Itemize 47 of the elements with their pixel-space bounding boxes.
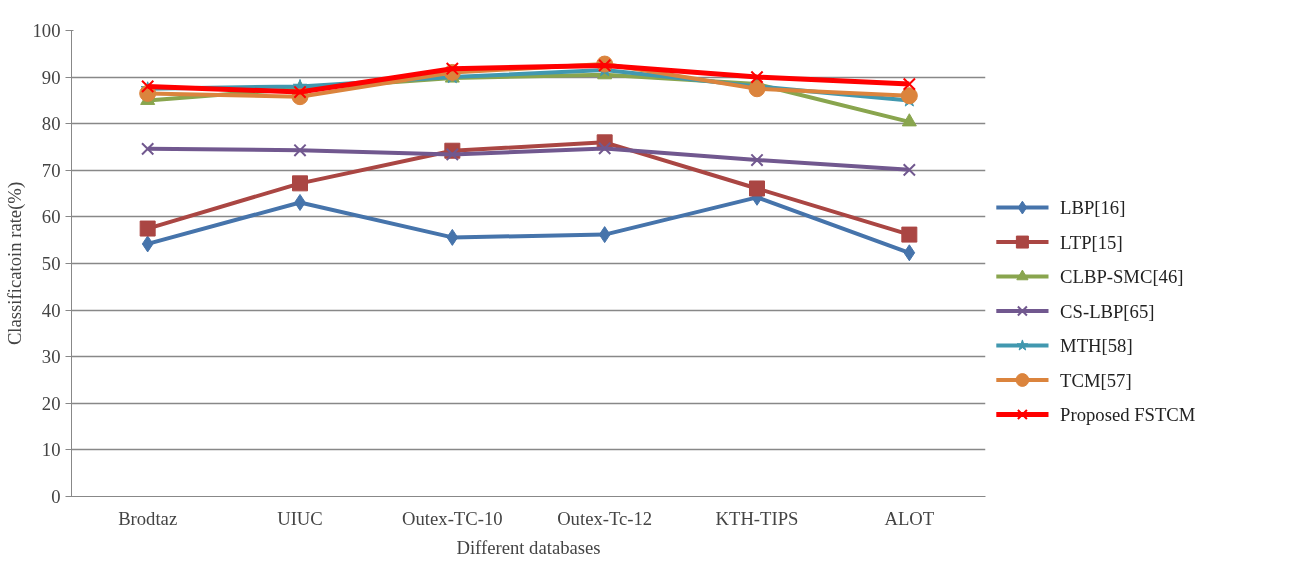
- point: [598, 141, 612, 156]
- legend-label: CLBP-SMC[46]: [1060, 266, 1184, 288]
- legend-label: CS-LBP[65]: [1060, 300, 1155, 322]
- y-tick-label: 0: [51, 486, 61, 507]
- point: [293, 143, 307, 157]
- legend-label: Proposed FSTCM: [1060, 403, 1196, 425]
- y-tick-label: 20: [41, 392, 61, 414]
- legend-label: MTH[58]: [1060, 335, 1133, 357]
- x-axis-title: Different databases: [456, 536, 601, 558]
- y-tick-label: 100: [32, 20, 61, 41]
- legend-label: LBP[16]: [1060, 197, 1126, 219]
- legend-label: TCM[57]: [1060, 369, 1132, 391]
- point: [598, 226, 611, 244]
- y-tick-label: 60: [41, 206, 61, 228]
- point: [445, 62, 459, 76]
- y-tick-label: 40: [41, 299, 61, 321]
- x-tick-label: Outex-TC-10: [402, 507, 503, 529]
- y-tick-label: 10: [41, 439, 61, 461]
- point: [900, 87, 918, 105]
- point: [901, 226, 918, 243]
- y-tick-label: 70: [41, 159, 61, 181]
- point: [748, 80, 766, 98]
- x-tick-label: ALOT: [884, 507, 935, 529]
- point: [901, 113, 917, 127]
- legend-label: LTP[15]: [1060, 231, 1123, 253]
- point: [902, 77, 916, 91]
- point: [446, 228, 459, 246]
- x-tick-label: Outex-Tc-12: [557, 507, 653, 529]
- y-tick-label: 90: [41, 66, 61, 88]
- y-tick-label: 80: [41, 113, 61, 135]
- point: [749, 180, 765, 197]
- point: [293, 85, 307, 99]
- y-axis-title: Classificatoin rate(%): [3, 181, 26, 346]
- x-tick-label: KTH-TIPS: [715, 507, 799, 529]
- x-tick-label: UIUC: [277, 507, 323, 529]
- point: [292, 175, 308, 192]
- point: [445, 147, 459, 162]
- point: [750, 153, 764, 167]
- point: [141, 235, 154, 253]
- point: [750, 70, 764, 84]
- point: [902, 163, 916, 177]
- point: [139, 220, 156, 237]
- x-tick-label: Brodtaz: [118, 507, 178, 529]
- point: [141, 142, 155, 156]
- y-tick-label: 50: [41, 253, 61, 274]
- y-tick-label: 30: [41, 346, 61, 368]
- point: [903, 244, 916, 262]
